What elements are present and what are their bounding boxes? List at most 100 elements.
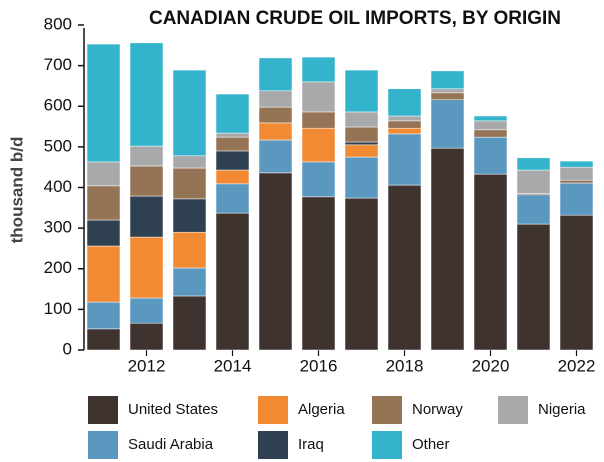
bar-segment: [172, 167, 207, 200]
bar-segment: [387, 127, 422, 135]
bar-segment: [258, 57, 293, 92]
bar-segment: [473, 129, 508, 138]
bar-segment: [172, 267, 207, 297]
bar-segment: [301, 127, 336, 163]
legend-swatch: [88, 431, 118, 459]
bar-segment: [344, 126, 379, 143]
bar-segment: [172, 155, 207, 169]
bar-segment: [344, 197, 379, 351]
bar-segment: [430, 92, 465, 100]
bar-segment: [215, 169, 250, 185]
bar-segment: [559, 182, 594, 216]
x-tick-label: 2016: [300, 356, 338, 375]
bar-segment: [258, 172, 293, 351]
bar-segment: [129, 165, 164, 197]
x-tick-label: 2018: [386, 356, 424, 375]
bar-segment: [516, 223, 551, 351]
x-tick-label: 2012: [128, 356, 166, 375]
legend-label: Iraq: [298, 436, 324, 453]
legend-label: Norway: [412, 401, 463, 418]
bar-segment: [86, 185, 121, 221]
chart-title: CANADIAN CRUDE OIL IMPORTS, BY ORIGIN: [149, 8, 561, 29]
legend-label: United States: [128, 401, 218, 418]
bar-segment: [387, 120, 422, 129]
bar-segment: [559, 166, 594, 181]
bar-segment: [129, 195, 164, 238]
bar-segment: [215, 93, 250, 134]
bar-segment: [387, 133, 422, 186]
legend-swatch: [372, 396, 402, 424]
bar-segment: [559, 179, 594, 184]
legend-label: Nigeria: [538, 401, 586, 418]
legend-swatch: [498, 396, 528, 424]
bar-segment: [129, 297, 164, 324]
bar-segment: [258, 106, 293, 124]
y-tick-label: 400: [44, 177, 72, 196]
y-tick-label: 600: [44, 96, 72, 115]
bar-segment: [215, 150, 250, 171]
bar-segment: [86, 301, 121, 330]
bar-segment: [86, 245, 121, 303]
y-tick-label: 300: [44, 218, 72, 237]
bar-segment: [215, 132, 250, 138]
bar-segment: [473, 136, 508, 175]
bar-segment: [215, 136, 250, 152]
bar-segment: [172, 295, 207, 351]
bar-segment: [172, 231, 207, 269]
bar-segment: [129, 322, 164, 351]
bar-segment: [473, 173, 508, 351]
legend-swatch: [258, 431, 288, 459]
bar-segment: [301, 56, 336, 83]
legend-label: Saudi Arabia: [128, 436, 214, 453]
bar-segment: [258, 122, 293, 141]
bar-segment: [258, 139, 293, 174]
bar-segment: [215, 183, 250, 214]
bar-segment: [129, 236, 164, 299]
bar-segment: [344, 144, 379, 158]
bar-segment: [430, 70, 465, 90]
legend-swatch: [258, 396, 288, 424]
bar-segment: [129, 42, 164, 147]
x-tick-label: 2020: [472, 356, 510, 375]
bar-segment: [129, 145, 164, 167]
y-tick-label: 100: [44, 299, 72, 318]
bar-segment: [559, 214, 594, 351]
y-tick-label: 500: [44, 136, 72, 155]
x-tick-label: 2014: [214, 356, 252, 375]
y-axis-label: thousand b/d: [7, 137, 26, 244]
bar-segment: [430, 147, 465, 351]
x-tick-label: 2022: [558, 356, 596, 375]
bar-segment: [86, 328, 121, 351]
legend-swatch: [88, 396, 118, 424]
bar-segment: [473, 115, 508, 122]
bar-segment: [86, 161, 121, 187]
bar-segment: [387, 184, 422, 351]
bar-segment: [344, 141, 379, 146]
bar-segment: [172, 69, 207, 157]
y-tick-label: 200: [44, 258, 72, 277]
bar-segment: [430, 99, 465, 149]
bar-segment: [387, 88, 422, 117]
bar-segment: [344, 156, 379, 199]
bar-segment: [344, 111, 379, 128]
y-tick-label: 700: [44, 55, 72, 74]
bar-segment: [301, 81, 336, 113]
legend-label: Other: [412, 436, 450, 453]
bar-segment: [172, 198, 207, 233]
bar-segment: [86, 219, 121, 247]
bar-segment: [301, 196, 336, 351]
bar-segment: [258, 90, 293, 108]
bar-segment: [301, 111, 336, 129]
bar-segment: [215, 212, 250, 351]
y-tick-label: 0: [63, 339, 72, 358]
bar-segment: [516, 194, 551, 225]
bar-segment: [344, 69, 379, 113]
bar-segment: [473, 120, 508, 131]
bar-segment: [430, 88, 465, 94]
bar-segment: [301, 161, 336, 198]
bar-segment: [516, 157, 551, 171]
y-tick-label: 800: [44, 14, 72, 33]
legend-label: Algeria: [298, 401, 345, 418]
bar-segment: [559, 160, 594, 168]
